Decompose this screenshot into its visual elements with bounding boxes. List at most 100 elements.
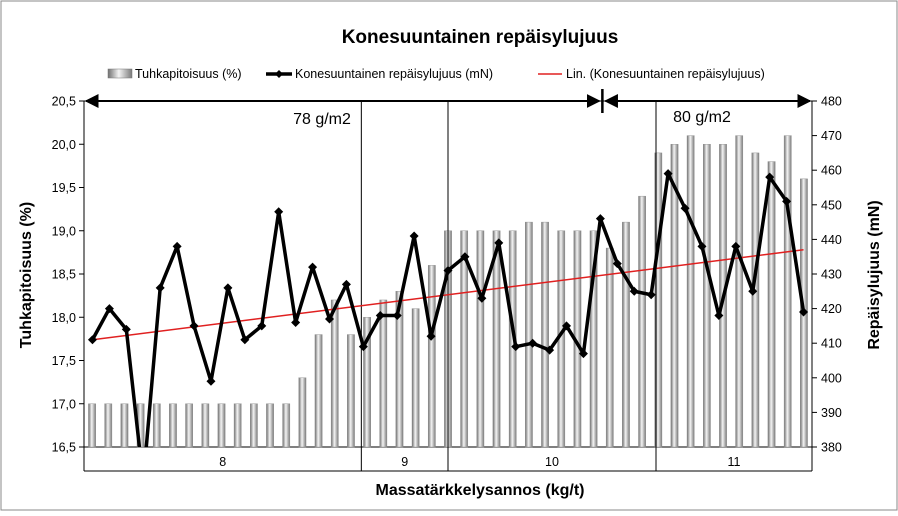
grammage-label-80: 80 g/m2 (673, 109, 731, 126)
y-left-tick-label: 20,0 (52, 138, 76, 152)
ash-bar (282, 403, 291, 448)
ash-bar (330, 299, 339, 448)
ash-bar (783, 135, 792, 448)
ash-bar (686, 135, 695, 448)
tear-strength-point (223, 283, 233, 293)
ash-bar (233, 403, 242, 448)
tear-strength-point (545, 345, 555, 355)
ash-bar (735, 135, 744, 448)
tear-strength-point (731, 241, 741, 251)
grammage-label-78: 78 g/m2 (293, 111, 351, 128)
tear-strength-point (799, 307, 809, 317)
ash-bar (703, 144, 711, 448)
ash-bar (427, 265, 436, 448)
tear-strength-point (714, 311, 724, 321)
tear-strength-point (612, 259, 622, 269)
tear-strength-point (528, 338, 538, 348)
tear-strength-point (375, 311, 385, 321)
tear-strength-point (155, 283, 165, 293)
ash-bar (104, 403, 113, 448)
tear-strength-point (629, 286, 639, 296)
ash-bar (185, 403, 193, 448)
legend-bar-label: Tuhkapitoisuus (%) (135, 67, 242, 81)
y-right-tick-label: 390 (821, 406, 842, 420)
tear-strength-point (189, 321, 199, 331)
ash-bar (767, 161, 776, 448)
trend-line (92, 249, 804, 341)
y-right-tick-label: 440 (821, 233, 842, 247)
tear-strength-point (274, 207, 284, 217)
y-right-tick-label: 460 (821, 164, 842, 178)
ash-bar (589, 230, 598, 448)
tear-strength-point (443, 266, 453, 276)
tear-strength-point (663, 169, 673, 179)
y-axis-right-title: Repäisylujuus (mN) (866, 200, 883, 349)
tear-strength-point (578, 349, 588, 359)
y-right-tick-label: 470 (821, 129, 842, 143)
tear-strength-point (308, 262, 318, 272)
ash-bar (541, 221, 549, 448)
ash-bar (201, 403, 210, 448)
ash-bar (347, 334, 355, 448)
tear-strength-point (257, 321, 267, 331)
ash-bar (169, 403, 177, 448)
tear-strength-point (426, 331, 436, 341)
chart-title: Konesuuntainen repäisylujuus (342, 27, 619, 48)
plot-area: 16,5 17,0 17,5 18,0 18,5 19,0 19,5 20,0 20,5 380 3… (52, 89, 842, 472)
tear-strength-point (172, 241, 182, 251)
ash-bar (670, 144, 679, 448)
tear-strength-point (324, 314, 334, 324)
ash-bar (314, 334, 323, 448)
tear-strength-point (87, 335, 97, 345)
y-left-tick-label: 16,5 (52, 441, 76, 455)
ash-bar (217, 403, 226, 448)
tear-strength-point (104, 304, 114, 314)
ash-bar (476, 230, 485, 448)
ash-bar (460, 230, 469, 448)
y-left-tick-label: 18,5 (52, 268, 76, 282)
y-left-tick-label: 18,0 (52, 311, 76, 325)
y-right-tick-label: 380 (821, 441, 842, 455)
ash-bar (250, 403, 258, 448)
tear-strength-point (494, 238, 504, 248)
ash-bar (152, 403, 161, 448)
y-right-tick-label: 430 (821, 268, 842, 282)
ash-bar (395, 291, 404, 448)
tear-strength-point (240, 335, 250, 345)
x-axis-title: Massatärkkelysannos (kg/t) (376, 482, 585, 499)
legend-line-label: Konesuuntainen repäisylujuus (mN) (295, 67, 493, 81)
tear-strength-point (680, 203, 690, 213)
ash-bar (654, 152, 663, 448)
y-right-tick-label: 450 (821, 198, 842, 212)
tear-strength-point (562, 321, 572, 331)
y-axis-left-title: Tuhkapitoisuus (%) (18, 202, 35, 348)
tear-strength-point (646, 290, 656, 300)
ash-bar (492, 230, 501, 448)
tear-strength-point (595, 214, 605, 224)
legend: Tuhkapitoisuus (%) Konesuuntainen repäis… (107, 67, 765, 81)
ash-bar (88, 403, 96, 448)
tear-strength-point (358, 342, 368, 352)
ash-bar (120, 403, 129, 448)
tear-strength-point (121, 324, 131, 334)
tear-strength-point (206, 376, 216, 386)
tear-strength-point (409, 231, 419, 241)
ash-bar (298, 377, 307, 448)
y-left-tick-label: 17,0 (52, 397, 76, 411)
ash-bar (379, 299, 388, 448)
group-label: 8 (219, 455, 226, 469)
ash-bar (605, 247, 614, 448)
tear-strength-point (782, 196, 792, 206)
legend-trend-label: Lin. (Konesuuntainen repäisylujuus) (566, 67, 765, 81)
y-left-tick-label: 19,5 (52, 181, 76, 195)
ash-bar (638, 195, 646, 448)
ash-bar (411, 308, 420, 448)
ash-bar (363, 317, 371, 448)
y-right-tick-label: 400 (821, 371, 842, 385)
tear-strength-point (392, 311, 402, 321)
ash-bar (622, 221, 630, 448)
tear-strength-point (765, 172, 775, 182)
legend-line-marker (275, 70, 283, 78)
group-label: 9 (401, 455, 408, 469)
